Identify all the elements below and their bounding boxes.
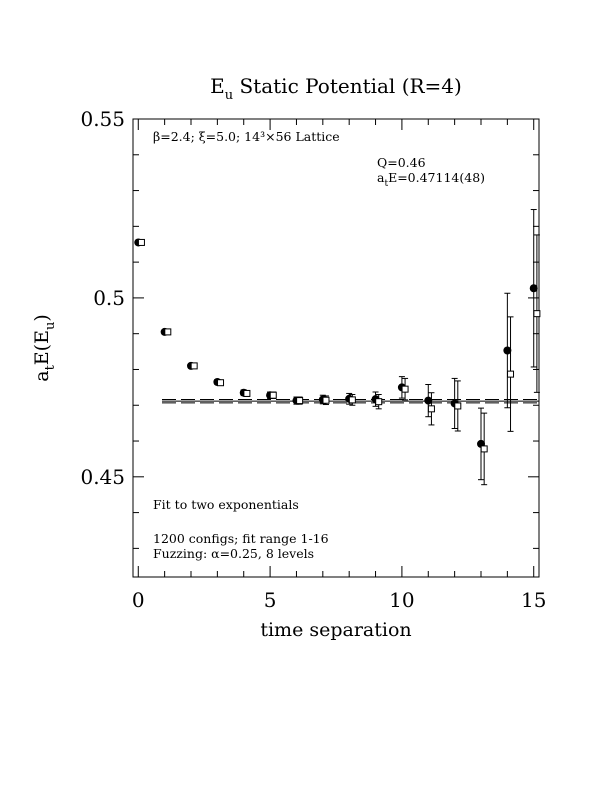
chart-title-subscript: u xyxy=(225,88,233,103)
tick-labels: 0 5 10 15 0.45 0.5 0.55 xyxy=(80,107,546,612)
fit-method-annotation: Fit to two exponentials xyxy=(153,497,299,512)
axis-ticks xyxy=(133,118,539,577)
data-point-square xyxy=(217,379,225,387)
x-tick-label: 5 xyxy=(264,588,277,612)
data-point-square xyxy=(348,396,356,404)
data-point-circle xyxy=(424,396,433,405)
lattice-annotation: β=2.4; ξ=5.0; 14³×56 Lattice xyxy=(153,129,340,144)
y-label-e: E(E xyxy=(31,330,53,365)
data-point-square xyxy=(322,396,330,404)
fit-energy-annotation: atE=0.47114(48) xyxy=(377,170,485,189)
x-tick-label: 15 xyxy=(521,588,546,612)
fit-energy-sub: t xyxy=(384,179,388,189)
data-point-square xyxy=(243,389,251,397)
data-points xyxy=(134,209,541,486)
y-axis-label: atE(Eu) xyxy=(31,314,58,382)
plot-frame xyxy=(132,118,540,578)
y-tick-label: 0.55 xyxy=(80,107,125,131)
data-point-circle xyxy=(503,346,512,355)
x-axis-label: time separation xyxy=(260,619,411,641)
x-tick-label: 10 xyxy=(389,588,414,612)
data-point-square xyxy=(454,402,462,410)
data-point-square xyxy=(296,397,304,405)
fit-energy-value: E=0.47114(48) xyxy=(388,170,485,185)
y-tick-label: 0.5 xyxy=(93,286,125,310)
data-point-square xyxy=(269,391,277,399)
chart-title-rest: Static Potential (R=4) xyxy=(233,74,462,98)
y-label-close: ) xyxy=(31,314,53,321)
y-label-sub-u: u xyxy=(43,322,58,330)
configs-annotation: 1200 configs; fit range 1-16 xyxy=(153,531,329,546)
y-tick-label: 0.45 xyxy=(80,465,125,489)
data-point-square xyxy=(190,362,198,370)
data-point-circle xyxy=(529,284,538,293)
fit-energy-a: a xyxy=(377,170,385,185)
data-point-square xyxy=(375,398,383,406)
x-tick-label: 0 xyxy=(132,588,145,612)
data-point-square xyxy=(480,445,488,453)
y-label-a: a xyxy=(31,370,53,381)
chart-title: Eu Static Potential (R=4) xyxy=(210,74,462,103)
data-point-square xyxy=(164,328,172,336)
chart-title-main: E xyxy=(210,74,225,98)
data-point-square xyxy=(533,310,541,318)
y-label-sub-t: t xyxy=(43,364,58,370)
fuzzing-annotation: Fuzzing: α=0.25, 8 levels xyxy=(153,546,314,561)
data-point-square xyxy=(427,405,435,413)
data-point-square xyxy=(507,370,515,378)
data-point-square xyxy=(401,385,409,393)
q-annotation: Q=0.46 xyxy=(377,155,426,170)
data-point-square xyxy=(137,238,145,246)
